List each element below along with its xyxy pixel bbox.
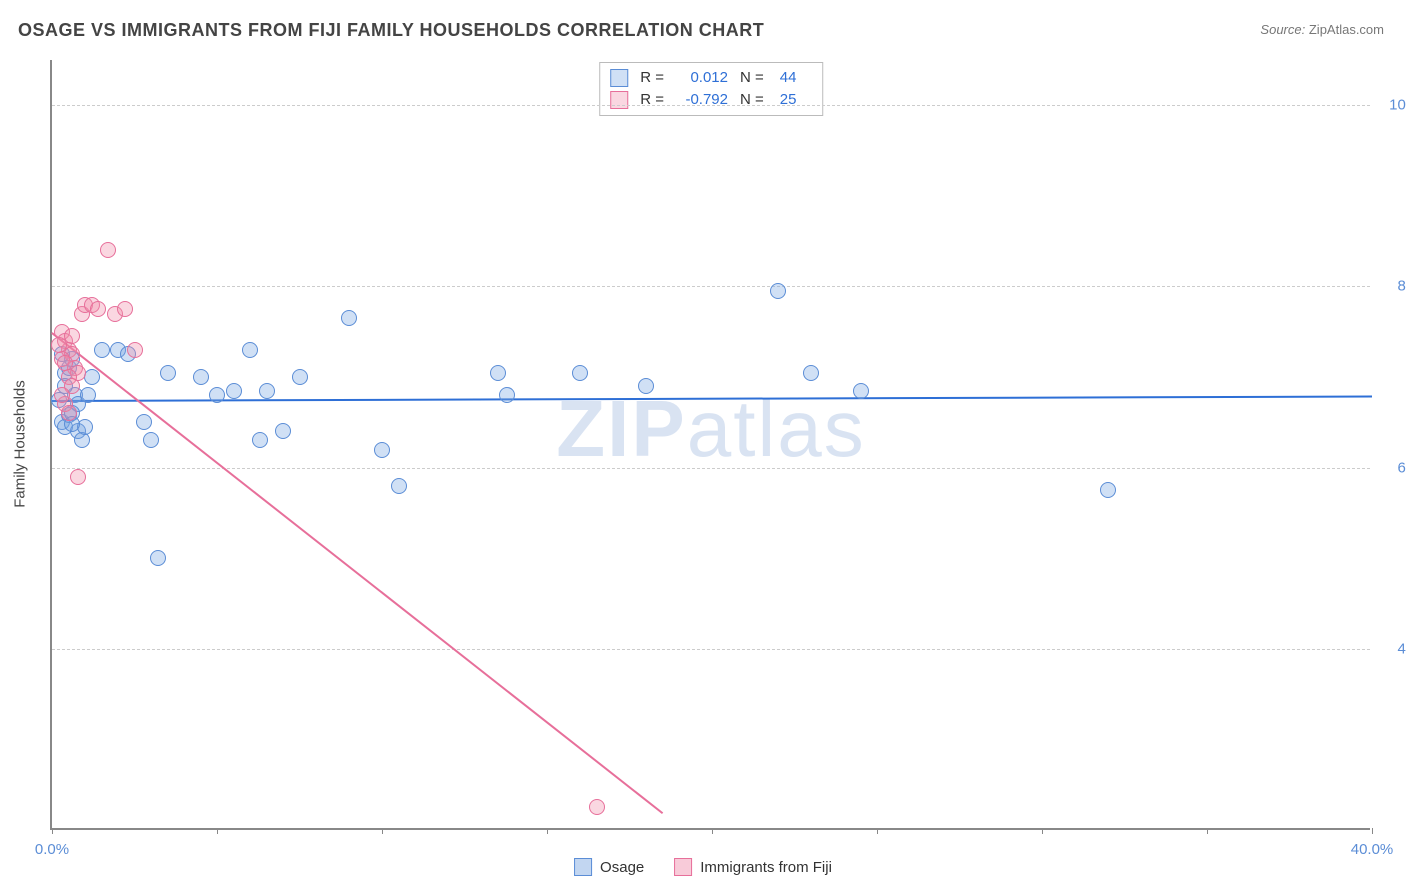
legend-label: Immigrants from Fiji [700, 859, 832, 876]
x-tick [217, 828, 218, 834]
data-point [259, 383, 275, 399]
x-tick-label: 40.0% [1351, 841, 1394, 858]
x-tick [1207, 828, 1208, 834]
x-tick [52, 828, 53, 834]
legend-swatch [574, 858, 592, 876]
stat-n-value: 44 [780, 67, 808, 89]
stat-n-value: 25 [780, 89, 808, 111]
trend-line [52, 332, 663, 813]
data-point [853, 383, 869, 399]
legend-swatch [674, 858, 692, 876]
data-point [74, 432, 90, 448]
legend-item: Immigrants from Fiji [674, 858, 832, 876]
data-point [143, 432, 159, 448]
data-point [638, 378, 654, 394]
stats-row: R = -0.792 N = 25 [610, 89, 808, 111]
chart-area: ZIPatlas Family Households R =0.012N =44… [50, 60, 1370, 830]
data-point [242, 342, 258, 358]
y-tick-label: 60.0% [1380, 459, 1406, 476]
x-tick [877, 828, 878, 834]
legend-label: Osage [600, 859, 644, 876]
x-tick-label: 0.0% [35, 841, 69, 858]
stat-r-label: R = [640, 67, 664, 89]
data-point [499, 387, 515, 403]
data-point [193, 369, 209, 385]
data-point [803, 365, 819, 381]
data-point [150, 550, 166, 566]
legend-swatch [610, 69, 628, 87]
x-tick [382, 828, 383, 834]
data-point [90, 301, 106, 317]
data-point [127, 342, 143, 358]
data-point [374, 442, 390, 458]
stat-r-label: R = [640, 89, 664, 111]
data-point [490, 365, 506, 381]
data-point [341, 310, 357, 326]
stats-legend-box: R = 0.012 N = 44 R = -0.792 N = 25 [599, 62, 823, 116]
x-tick [547, 828, 548, 834]
gridline [52, 649, 1370, 650]
data-point [391, 478, 407, 494]
data-point [100, 242, 116, 258]
plot-area: ZIPatlas Family Households R =0.012N =44… [50, 60, 1370, 830]
y-tick-label: 100.0% [1380, 97, 1406, 114]
data-point [1100, 482, 1116, 498]
y-tick-label: 80.0% [1380, 278, 1406, 295]
data-point [117, 301, 133, 317]
chart-title: OSAGE VS IMMIGRANTS FROM FIJI FAMILY HOU… [18, 20, 764, 41]
data-point [160, 365, 176, 381]
source-attribution: Source: ZipAtlas.com [1260, 22, 1384, 37]
data-point [136, 414, 152, 430]
stat-n-label: N = [740, 89, 764, 111]
source-name: ZipAtlas.com [1309, 22, 1384, 37]
legend-item: Osage [574, 858, 644, 876]
x-tick [1042, 828, 1043, 834]
stats-row: R = 0.012 N = 44 [610, 67, 808, 89]
gridline [52, 468, 1370, 469]
data-point [80, 387, 96, 403]
data-point [61, 405, 77, 421]
data-point [54, 387, 70, 403]
stat-r-value: 0.012 [676, 67, 728, 89]
data-point [94, 342, 110, 358]
data-point [252, 432, 268, 448]
x-tick [712, 828, 713, 834]
x-tick [1372, 828, 1373, 834]
source-prefix: Source: [1260, 22, 1305, 37]
data-point [275, 423, 291, 439]
gridline [52, 286, 1370, 287]
y-tick-label: 40.0% [1380, 640, 1406, 657]
stat-n-label: N = [740, 67, 764, 89]
trend-line [52, 395, 1372, 402]
y-axis-label: Family Households [12, 380, 29, 508]
data-point [572, 365, 588, 381]
data-point [70, 469, 86, 485]
data-point [292, 369, 308, 385]
data-point [226, 383, 242, 399]
stat-r-value: -0.792 [676, 89, 728, 111]
gridline [52, 105, 1370, 106]
data-point [209, 387, 225, 403]
data-point [589, 799, 605, 815]
data-point [64, 328, 80, 344]
legend-swatch [610, 91, 628, 109]
data-point [770, 283, 786, 299]
bottom-legend: Osage Immigrants from Fiji [574, 858, 832, 876]
